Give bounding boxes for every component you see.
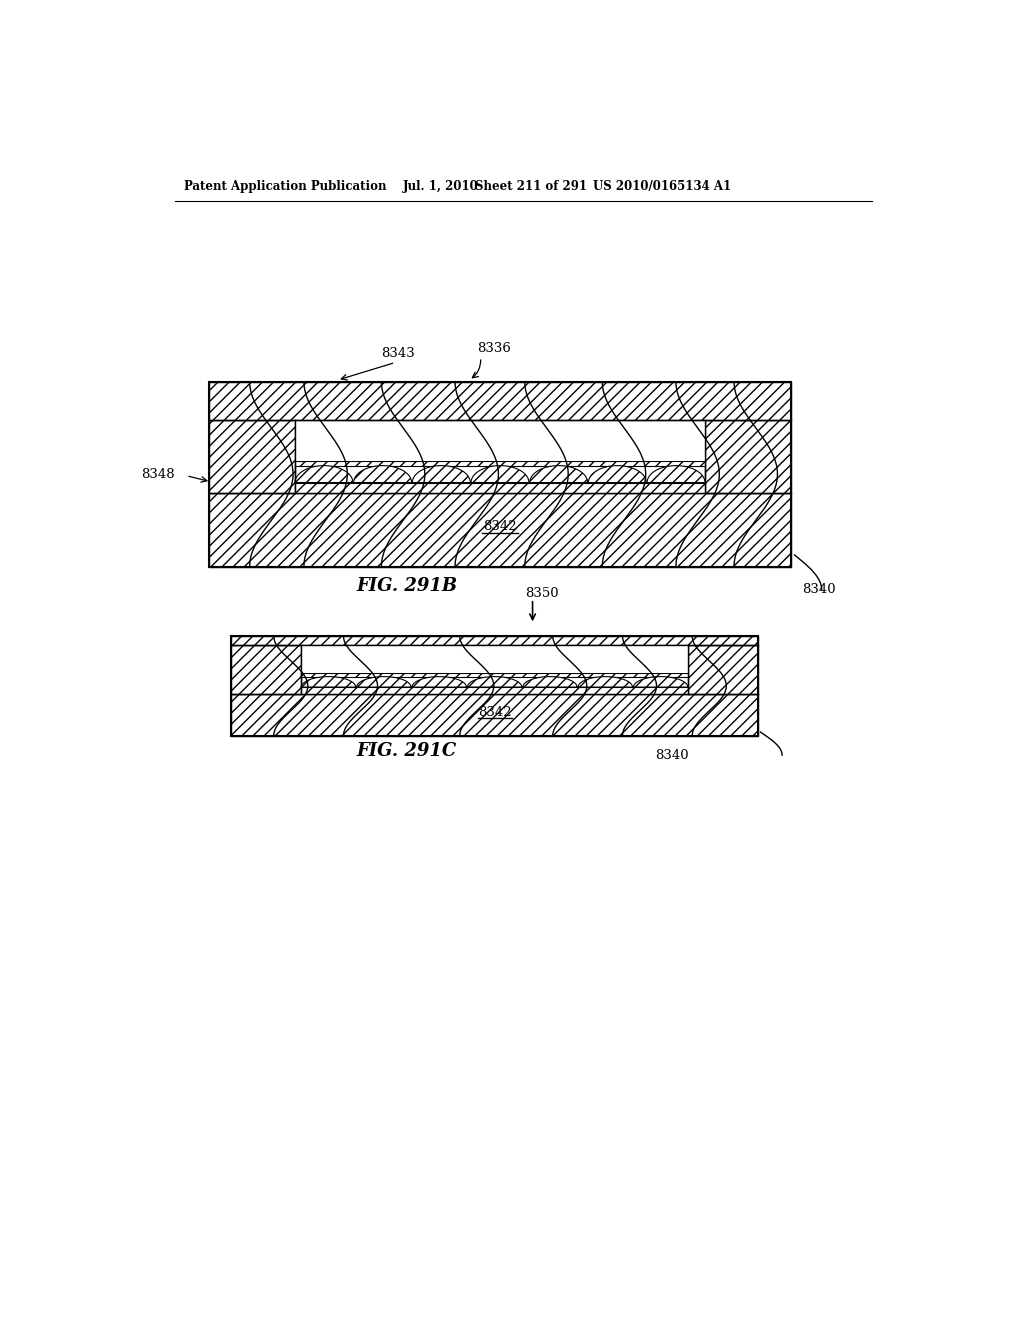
Polygon shape [578, 677, 633, 688]
Text: Jul. 1, 2010: Jul. 1, 2010 [403, 181, 479, 194]
Bar [231, 645, 301, 693]
Text: Sheet 211 of 291: Sheet 211 of 291 [475, 181, 587, 194]
Polygon shape [356, 677, 412, 688]
Polygon shape [529, 466, 588, 483]
Bar [295, 483, 706, 494]
Bar [231, 636, 758, 737]
Text: 8342: 8342 [478, 706, 511, 719]
Text: US 2010/0165134 A1: US 2010/0165134 A1 [593, 181, 731, 194]
Polygon shape [295, 466, 353, 483]
Bar [209, 494, 791, 566]
Text: 8336: 8336 [477, 342, 511, 355]
Polygon shape [412, 466, 471, 483]
Bar [231, 693, 758, 737]
Polygon shape [301, 677, 356, 688]
Text: FIG. 291B: FIG. 291B [356, 577, 458, 595]
Polygon shape [467, 677, 522, 688]
Bar [209, 381, 791, 420]
Polygon shape [647, 466, 706, 483]
Text: 8350: 8350 [525, 587, 559, 601]
Text: 8340: 8340 [802, 583, 836, 597]
Text: 8342: 8342 [483, 520, 517, 533]
Text: 8348: 8348 [141, 467, 174, 480]
Text: Patent Application Publication: Patent Application Publication [183, 181, 386, 194]
Bar [301, 645, 688, 673]
Bar [301, 673, 688, 677]
Polygon shape [522, 677, 578, 688]
Polygon shape [588, 466, 647, 483]
Bar [295, 461, 706, 466]
Bar [295, 420, 706, 461]
Bar [209, 381, 791, 566]
Bar [706, 420, 791, 494]
Bar [231, 636, 758, 645]
Polygon shape [412, 677, 467, 688]
Text: FIG. 291C: FIG. 291C [357, 742, 457, 760]
Bar [209, 420, 295, 494]
Polygon shape [633, 677, 688, 688]
Bar [301, 688, 688, 693]
Bar [688, 645, 758, 693]
Text: 8340: 8340 [655, 748, 688, 762]
Polygon shape [471, 466, 529, 483]
Text: 8343: 8343 [381, 347, 415, 360]
Polygon shape [353, 466, 412, 483]
